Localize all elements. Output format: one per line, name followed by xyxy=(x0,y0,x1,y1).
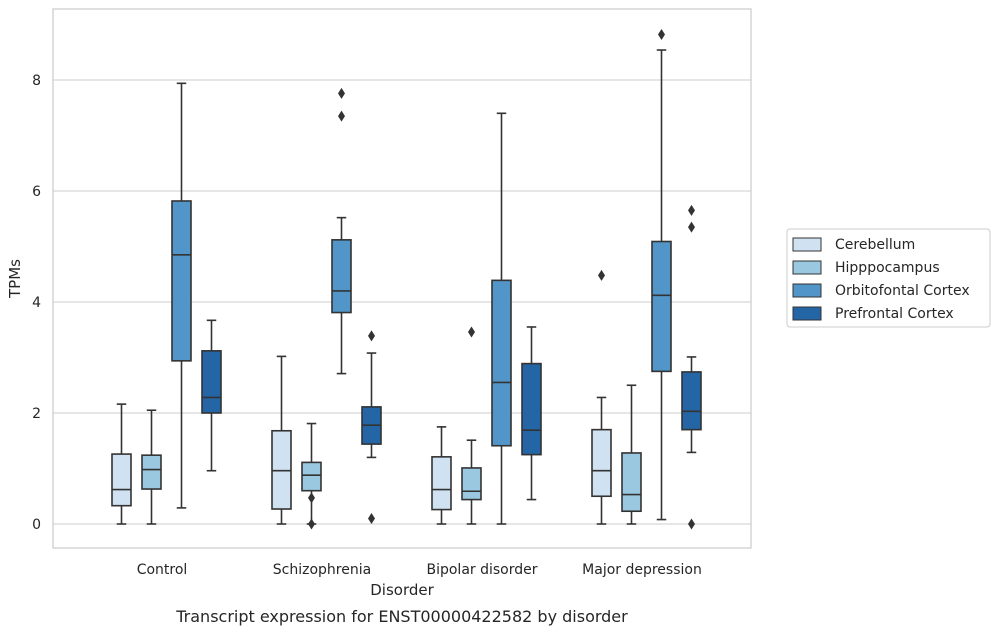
box-hipppocampus xyxy=(621,384,642,525)
outlier-point xyxy=(598,269,605,281)
iqr-box xyxy=(651,240,672,373)
box-prefrontal-cortex xyxy=(521,326,542,501)
box-cerebellum xyxy=(271,355,292,525)
chart-caption: Transcript expression for ENST0000042258… xyxy=(175,607,628,626)
iqr-box xyxy=(461,467,482,501)
y-tick-label: 2 xyxy=(32,406,41,422)
y-tick-label: 8 xyxy=(32,73,41,89)
y-axis-ticks: 0 2 4 6 8 xyxy=(32,73,41,533)
box-orbitofontal-cortex xyxy=(651,28,672,521)
x-tick-label: Schizophrenia xyxy=(273,562,371,578)
legend-label: Prefrontal Cortex xyxy=(835,306,954,322)
y-axis-label: TPMs xyxy=(6,259,24,299)
box-prefrontal-cortex xyxy=(201,319,222,472)
iqr-box xyxy=(431,456,452,511)
iqr-box xyxy=(331,239,352,314)
iqr-box xyxy=(521,362,542,456)
box-orbitofontal-cortex xyxy=(331,87,352,375)
legend-label: Hipppocampus xyxy=(835,260,940,276)
x-tick-label: Major depression xyxy=(582,562,702,578)
x-axis-ticks: Control Schizophrenia Bipolar disorder Majo… xyxy=(137,562,702,578)
iqr-box xyxy=(301,461,322,492)
iqr-box xyxy=(491,279,512,447)
legend: Cerebellum Hipppocampus Orbitofontal Corte… xyxy=(786,228,991,328)
legend-swatch xyxy=(792,237,822,252)
outlier-point xyxy=(308,492,315,504)
legend-swatch xyxy=(792,260,822,275)
box-cerebellum xyxy=(431,426,452,525)
iqr-box xyxy=(201,350,222,414)
outlier-point xyxy=(338,87,345,99)
box-groups xyxy=(111,28,702,530)
box-prefrontal-cortex xyxy=(361,330,382,524)
outlier-point xyxy=(338,110,345,122)
legend-swatch xyxy=(792,306,822,321)
iqr-box xyxy=(111,453,132,507)
y-tick-label: 0 xyxy=(32,517,41,533)
x-tick-label: Control xyxy=(137,562,188,578)
x-axis-label: Disorder xyxy=(370,581,434,599)
outlier-point xyxy=(368,330,375,342)
iqr-box xyxy=(141,454,162,490)
box-hipppocampus xyxy=(141,409,162,525)
box-cerebellum xyxy=(591,269,612,525)
outlier-point xyxy=(368,512,375,524)
outlier-point xyxy=(688,221,695,233)
iqr-box xyxy=(681,371,702,431)
legend-label: Orbitofontal Cortex xyxy=(835,283,970,299)
legend-swatch xyxy=(792,283,822,298)
iqr-box xyxy=(171,200,192,362)
plot-area-frame xyxy=(52,8,752,549)
y-tick-label: 4 xyxy=(32,295,41,311)
outlier-point xyxy=(308,518,315,530)
box-cerebellum xyxy=(111,403,132,525)
iqr-box xyxy=(271,429,292,510)
x-tick-label: Bipolar disorder xyxy=(426,562,537,578)
box-hipppocampus xyxy=(461,326,482,525)
legend-label: Cerebellum xyxy=(835,237,915,253)
box-hipppocampus xyxy=(301,422,322,530)
y-tick-label: 6 xyxy=(32,184,41,200)
box-orbitofontal-cortex xyxy=(491,112,512,525)
iqr-box xyxy=(621,452,642,513)
legend-frame xyxy=(786,228,991,328)
box-prefrontal-cortex xyxy=(681,204,702,530)
outlier-point xyxy=(688,518,695,530)
box-orbitofontal-cortex xyxy=(171,82,192,509)
outlier-point xyxy=(468,326,475,338)
outlier-point xyxy=(688,204,695,216)
outlier-point xyxy=(658,28,665,40)
iqr-box xyxy=(591,428,612,498)
